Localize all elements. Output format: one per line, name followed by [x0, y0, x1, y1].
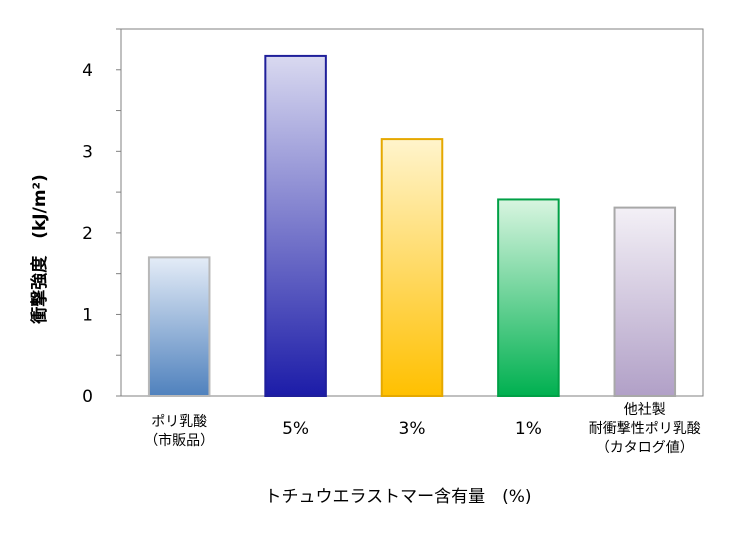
y-axis-ticks [116, 28, 121, 397]
x-category-label: （市販品） [144, 432, 214, 449]
x-category-label: ポリ乳酸 [151, 414, 207, 430]
x-category-label: （カタログ値） [596, 440, 694, 456]
bar [147, 256, 211, 397]
y-tick-label: 4 [82, 61, 93, 81]
bar [497, 198, 560, 397]
x-axis-title: トチュウエラストマー含有量 (%) [264, 487, 531, 507]
x-category-label: 1% [515, 419, 542, 439]
bar [613, 206, 677, 397]
bar [264, 54, 327, 398]
x-category-label: 5% [282, 419, 309, 439]
y-tick-label: 2 [82, 224, 93, 244]
y-tick-labels: 0 1 2 3 4 [82, 61, 93, 407]
y-tick-label: 1 [82, 305, 93, 325]
y-tick-label: 0 [82, 387, 93, 407]
y-tick-label: 3 [82, 142, 93, 162]
x-category-label: 他社製 [624, 402, 666, 418]
y-axis-title: 衝撃強度 (kJ/m²) [29, 174, 50, 325]
bars [147, 54, 677, 398]
x-category-label: 3% [399, 419, 426, 439]
x-category-label: 耐衝撃性ポリ乳酸 [589, 421, 701, 437]
bar [380, 138, 444, 397]
